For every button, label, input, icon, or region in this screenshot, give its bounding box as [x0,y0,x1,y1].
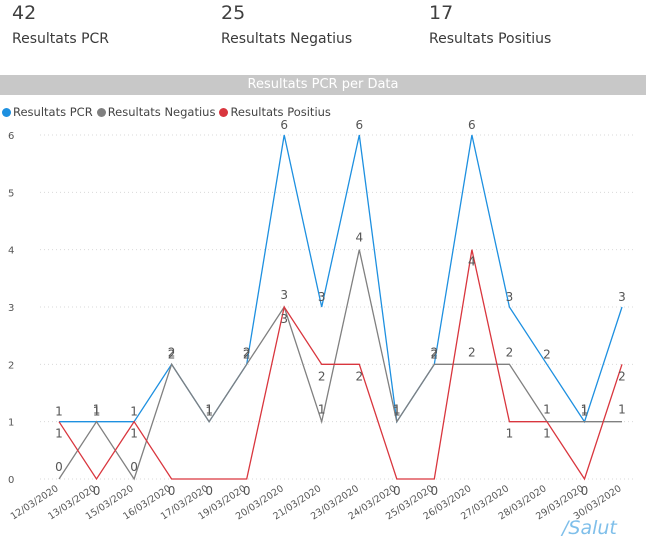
data-label-positius: 0 [205,484,213,498]
data-label-negatius: 0 [55,460,63,474]
y-tick-label: 5 [8,188,14,199]
data-label-positius: 1 [543,427,551,441]
data-label-positius: 0 [431,484,439,498]
data-label-pcr: 2 [543,347,551,361]
legend-label-negatius: Resultats Negatius [107,105,216,119]
data-label-negatius: 1 [93,403,101,417]
data-label-positius: 0 [93,484,101,498]
data-label-pcr: 2 [168,347,176,361]
data-label-positius: 1 [55,427,63,441]
data-label-pcr: 6 [280,118,288,132]
chart-title: Resultats PCR per Data [0,75,646,95]
data-label-pcr: 1 [205,405,213,419]
data-label-negatius: 4 [355,231,363,245]
legend-item-pcr[interactable]: Resultats PCR [2,105,93,119]
data-label-negatius: 2 [468,345,476,359]
y-tick-label: 1 [8,418,14,429]
kpi-negatius: 25 Resultats Negatius [221,2,352,48]
legend-label-pcr: Resultats PCR [13,105,93,119]
data-label-positius: 4 [468,255,476,269]
data-label-negatius: 2 [243,345,251,359]
data-label-positius: 1 [506,427,514,441]
y-tick-label: 3 [8,303,14,314]
series-line-positius [58,249,623,481]
data-label-pcr: 3 [506,290,514,304]
data-label-positius: 2 [355,369,363,383]
data-label-negatius: 2 [168,345,176,359]
data-label-negatius: 1 [581,403,589,417]
series-line-negatius [58,249,622,481]
y-tick-label: 0 [8,475,14,486]
data-label-negatius: 0 [130,460,138,474]
kpi-positius: 17 Resultats Positius [429,2,551,48]
data-label-pcr: 1 [130,405,138,419]
chart-legend: Resultats PCR Resultats Negatius Resulta… [2,105,335,119]
data-label-negatius: 1 [318,403,326,417]
data-label-negatius: 1 [205,403,213,417]
data-label-negatius: 3 [280,288,288,302]
data-label-negatius: 2 [431,345,439,359]
y-tick-label: 2 [8,360,14,371]
data-label-negatius: 2 [506,345,514,359]
legend-label-positius: Resultats Positius [230,105,331,119]
kpi-pcr: 42 Resultats PCR [12,2,109,48]
data-label-pcr: 3 [618,290,626,304]
y-tick-label: 6 [8,131,14,142]
data-label-pcr: 6 [468,118,476,132]
data-label-pcr: 1 [55,405,63,419]
y-tick-label: 4 [8,246,14,257]
legend-dot-negatius [96,107,106,117]
data-label-positius: 0 [581,484,589,498]
data-label-pcr: 1 [581,405,589,419]
data-label-positius: 2 [618,369,626,383]
data-label-pcr: 2 [431,347,439,361]
kpi-negatius-label: Resultats Negatius [221,31,353,47]
kpi-pcr-label: Resultats PCR [12,31,110,47]
kpi-negatius-value: 25 [221,2,246,24]
legend-item-negatius[interactable]: Resultats Negatius [96,105,216,119]
data-label-positius: 0 [243,484,251,498]
salut-logo: /Salut [562,517,617,539]
data-label-pcr: 2 [243,347,251,361]
data-label-negatius: 1 [618,403,626,417]
data-label-negatius: 1 [393,403,401,417]
data-label-pcr: 6 [355,118,363,132]
data-label-positius: 3 [280,312,288,326]
series-line-pcr [59,134,623,424]
data-label-negatius: 1 [543,403,551,417]
data-label-pcr: 1 [93,405,101,419]
data-label-positius: 1 [130,427,138,441]
legend-item-positius[interactable]: Resultats Positius [219,105,331,119]
kpi-pcr-value: 42 [12,2,37,24]
legend-dot-positius [219,107,229,117]
data-label-pcr: 1 [393,405,401,419]
legend-dot-pcr [2,107,11,117]
kpi-positius-label: Resultats Positius [429,31,552,47]
kpi-positius-value: 17 [429,2,454,24]
data-label-positius: 0 [393,484,401,498]
data-label-positius: 2 [318,369,326,383]
data-label-positius: 0 [168,484,176,498]
data-label-pcr: 3 [318,290,326,304]
